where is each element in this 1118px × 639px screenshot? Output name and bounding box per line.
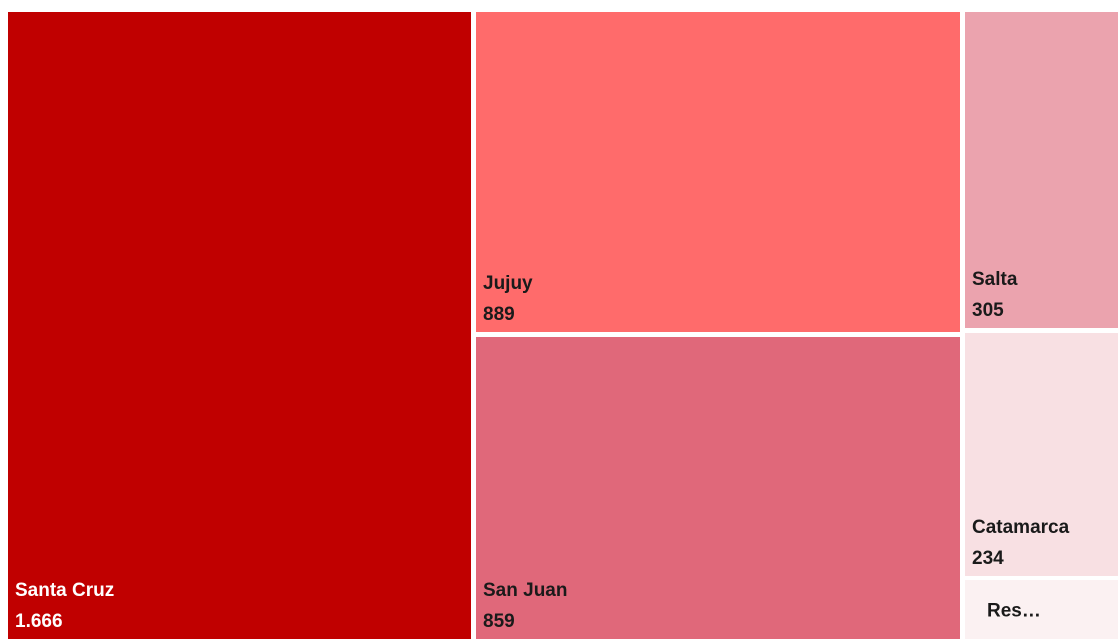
tile-salta	[965, 12, 1118, 328]
tile-label-san-juan: San Juan	[483, 580, 567, 601]
tile-label-salta: Salta	[972, 269, 1018, 290]
tile-jujuy	[476, 12, 960, 332]
tile-san-juan	[476, 337, 960, 639]
tile-label-catamarca: Catamarca	[972, 517, 1070, 538]
tile-label-santa-cruz: Santa Cruz	[15, 580, 114, 601]
tile-res	[965, 580, 1118, 639]
tile-santa-cruz	[8, 12, 471, 639]
tile-label-res: Res…	[987, 601, 1041, 622]
treemap-tiles: Santa Cruz 1.666 Jujuy 889 San Juan 859 Salta 3…	[8, 12, 1118, 639]
tile-catamarca	[965, 333, 1118, 576]
tile-value-salta: 305	[972, 300, 1004, 321]
tile-value-san-juan: 859	[483, 611, 515, 632]
tile-label-jujuy: Jujuy	[483, 273, 533, 294]
tile-value-catamarca: 234	[972, 548, 1004, 569]
tile-value-jujuy: 889	[483, 304, 515, 325]
tile-value-santa-cruz: 1.666	[15, 611, 63, 632]
